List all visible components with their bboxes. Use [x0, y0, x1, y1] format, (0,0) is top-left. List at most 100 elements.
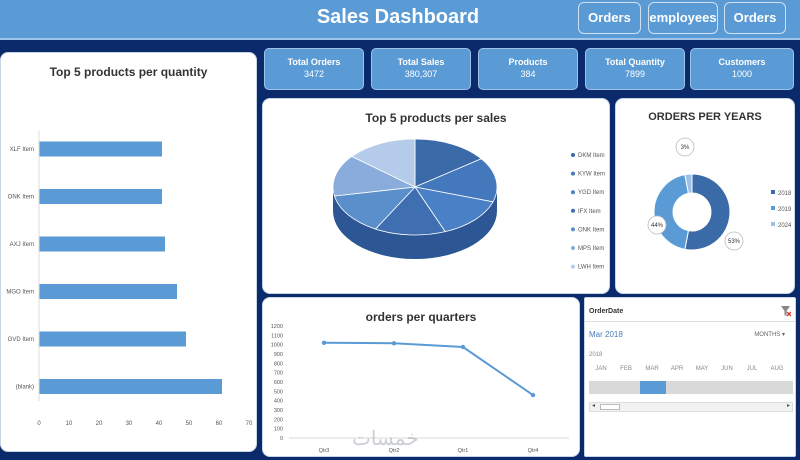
kpi-value: 384 — [520, 69, 536, 79]
timeline-month-mar[interactable]: MAR — [645, 366, 659, 372]
kpi-value: 7899 — [624, 69, 646, 79]
legend-label: ONK Item — [578, 227, 604, 233]
y-tick-label: 900 — [274, 352, 283, 358]
timeline-level-label: MONTHS — [754, 332, 781, 338]
bar-axj-item — [39, 236, 165, 252]
timeline-month-jan[interactable]: JAN — [595, 366, 607, 372]
data-label-bubble — [675, 137, 695, 157]
timeline-month-feb[interactable]: FEB — [620, 366, 632, 372]
y-tick-label: 100 — [274, 427, 283, 433]
x-tick-label: Qtr2 — [389, 448, 400, 454]
kpi-customers: Customers 1000 — [690, 48, 794, 90]
y-tick-label: 1100 — [271, 333, 283, 339]
nav-orders-2-button[interactable]: Orders — [724, 2, 786, 34]
x-tick-label: 10 — [66, 421, 73, 427]
x-tick-label: 70 — [246, 421, 253, 427]
nav-employees-button[interactable]: employees — [648, 2, 718, 34]
bar-category-label: GVD Item — [8, 337, 34, 343]
line-point-qtr2 — [391, 341, 397, 346]
y-tick-label: 400 — [274, 399, 283, 405]
clear-filter-icon[interactable] — [781, 304, 792, 317]
y-tick-label: 700 — [274, 371, 283, 377]
page-title: Sales Dashboard — [316, 6, 480, 28]
nav-orders-button[interactable]: Orders — [578, 2, 641, 34]
pie-slice-dkm-item — [414, 138, 483, 188]
legend-marker — [571, 190, 575, 195]
legend-label: YGD Item — [578, 190, 604, 196]
pie-slice-lwh-item — [351, 138, 416, 188]
kpi-value: 380,307 — [404, 69, 438, 79]
timeline-year-label: 2018 — [589, 352, 603, 358]
y-tick-label: 300 — [274, 408, 283, 414]
sales-pie-panel: Top 5 products per sales DKM Item KYW Ite… — [262, 98, 610, 294]
bar--blank- — [39, 379, 222, 394]
timeline-level-dropdown[interactable]: MONTHS ▾ — [754, 331, 785, 338]
legend-label: LWH Item — [578, 265, 604, 271]
scroll-right-icon[interactable]: ▸ — [786, 403, 790, 409]
doughnut-segment-2018 — [684, 173, 731, 251]
pie-slice-ifx-item — [374, 186, 446, 236]
pie-slice-ygd-item — [414, 186, 494, 233]
line-point-qtr1 — [460, 344, 466, 350]
data-label-bubble — [647, 215, 667, 235]
x-tick-label: 40 — [156, 421, 163, 427]
bar-category-label: (blank) — [16, 385, 34, 391]
timeline-scrollbar[interactable]: ◂ ▸ — [589, 402, 793, 412]
chevron-down-icon: ▾ — [781, 332, 785, 338]
timeline-selected-month[interactable] — [640, 381, 666, 394]
timeline-bar-track[interactable] — [589, 381, 793, 394]
years-doughnut-panel: ORDERS PER YEARS 53% 44% 3% 2018 2019 2024 — [615, 98, 795, 294]
kpi-total-sales: Total Sales 380,307 — [371, 48, 471, 90]
orders-line — [323, 341, 534, 396]
bar-category-label: MGO Item — [6, 290, 34, 296]
timeline-header: OrderDate — [589, 308, 624, 315]
pie-side-wall — [333, 187, 497, 259]
pie-slice-kyw-item — [413, 158, 498, 203]
quarters-line-title: orders per quarters — [365, 310, 477, 324]
kpi-label: Total Orders — [287, 57, 341, 67]
doughnut-segment-2024 — [684, 173, 693, 194]
pie-slice-mps-item — [332, 155, 417, 197]
line-point-qtr4 — [530, 392, 536, 398]
watermark-text: خمسات — [352, 428, 419, 450]
kpi-label: Total Quantity — [605, 57, 665, 67]
quantity-chart-panel: Top 5 products per quantity XLF Item ONK … — [0, 52, 257, 452]
bar-xlf-item — [39, 141, 162, 157]
bar-category-label: XLF Item — [10, 147, 34, 153]
x-tick-label: 50 — [186, 421, 193, 427]
timeline-month-jul[interactable]: JUL — [746, 366, 758, 372]
timeline-month-may[interactable]: MAY — [695, 366, 709, 372]
timeline-scroll-thumb[interactable] — [600, 404, 620, 410]
bar-category-label: AXJ Item — [10, 242, 34, 248]
legend-label: DKM Item — [578, 153, 605, 159]
legend-marker — [771, 190, 775, 194]
bar-mgo-item — [39, 284, 177, 299]
legend-label: KYW Item — [578, 172, 605, 178]
legend-marker — [571, 227, 575, 232]
legend-marker — [571, 246, 575, 250]
legend-marker — [571, 171, 575, 176]
legend-marker — [571, 264, 575, 269]
timeline-month-jun[interactable]: JUN — [721, 366, 733, 372]
scroll-left-icon[interactable]: ◂ — [592, 403, 596, 409]
y-tick-label: 800 — [274, 361, 283, 367]
legend-marker — [571, 153, 575, 157]
legend-label: 2024 — [778, 223, 792, 229]
kpi-total-orders: Total Orders 3472 — [264, 48, 364, 90]
legend-marker — [771, 222, 775, 226]
sales-pie-title: Top 5 products per sales — [365, 111, 507, 125]
data-label-text: 3% — [681, 145, 690, 151]
bar-category-label: ONK Item — [8, 195, 34, 201]
data-label-text: 44% — [651, 223, 664, 229]
kpi-value: 1000 — [731, 69, 753, 79]
timeline-month-aug[interactable]: AUG — [770, 366, 784, 372]
bar-onk-item — [39, 189, 162, 204]
kpi-products: Products 384 — [478, 48, 578, 90]
x-tick-label: 30 — [126, 421, 133, 427]
quarters-line-panel: orders per quarters 0 100 200 300 400 500 600 7… — [262, 297, 580, 457]
x-tick-label: Qtr4 — [528, 448, 539, 454]
y-tick-label: 200 — [274, 417, 283, 423]
y-tick-label: 500 — [274, 389, 283, 395]
timeline-month-apr[interactable]: APR — [670, 366, 684, 372]
legend-label: 2019 — [778, 207, 792, 213]
